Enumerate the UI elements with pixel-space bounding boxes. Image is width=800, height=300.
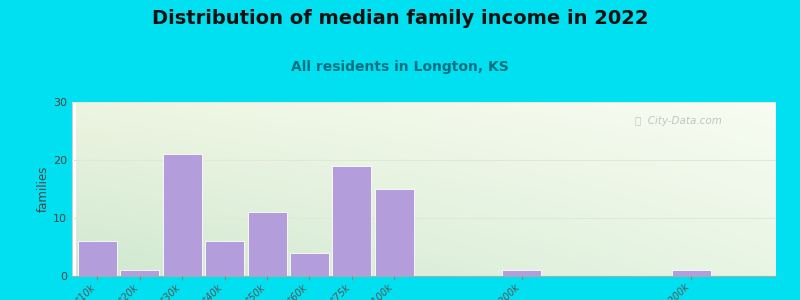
Bar — [162, 154, 202, 276]
Bar — [502, 270, 541, 276]
Text: All residents in Longton, KS: All residents in Longton, KS — [291, 60, 509, 74]
Bar — [290, 253, 329, 276]
Bar — [375, 189, 414, 276]
Bar — [247, 212, 286, 276]
Bar — [672, 270, 710, 276]
Bar — [332, 166, 371, 276]
Text: ⓘ  City-Data.com: ⓘ City-Data.com — [635, 116, 722, 126]
Bar — [78, 241, 117, 276]
Bar — [120, 270, 159, 276]
Y-axis label: families: families — [38, 166, 50, 212]
Bar — [205, 241, 244, 276]
Text: Distribution of median family income in 2022: Distribution of median family income in … — [152, 9, 648, 28]
